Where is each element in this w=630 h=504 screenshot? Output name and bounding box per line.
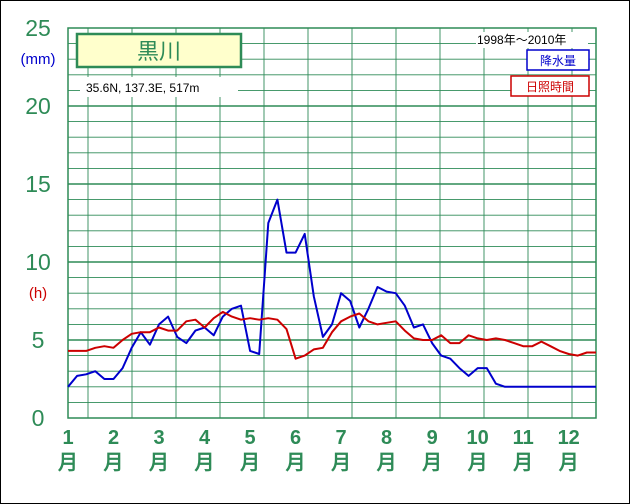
x-tick-label: 2 [108, 427, 119, 449]
x-tick-unit: 月 [285, 452, 306, 474]
legend-precip-box [526, 49, 590, 71]
x-tick-label: 1 [62, 427, 73, 449]
station-title-box [75, 32, 243, 69]
station-coordinates: 35.6N, 137.3E, 517m [86, 81, 199, 95]
x-tick-label: 5 [245, 427, 256, 449]
legend-sunshine-box [510, 75, 590, 97]
x-tick-unit: 月 [421, 452, 442, 474]
x-tick-label: 11 [513, 427, 534, 449]
period-label: 1998年〜2010年 [477, 33, 566, 47]
period-background [476, 32, 588, 48]
precip-unit-label: (mm) [21, 51, 56, 68]
x-tick-unit: 月 [239, 452, 260, 474]
y-tick-label: 20 [25, 93, 51, 119]
x-tick-unit: 月 [194, 452, 215, 474]
x-tick-label: 3 [153, 427, 164, 449]
y-tick-label: 0 [32, 405, 45, 431]
x-tick-unit: 月 [376, 452, 397, 474]
coords-background [80, 77, 238, 97]
x-tick-unit: 月 [467, 452, 488, 474]
x-tick-label: 6 [290, 427, 301, 449]
x-tick-unit: 月 [57, 452, 78, 474]
x-tick-labels: 1 月 2 月 3 月 4 月 5 月 6 月 7 月 8 月 9 月 10 月 11 月 12 月 [57, 427, 580, 474]
x-tick-label: 8 [381, 427, 392, 449]
plot-border [67, 27, 597, 419]
sunshine-unit-label: (h) [29, 285, 47, 302]
y-tick-label: 25 [25, 15, 51, 41]
x-tick-unit: 月 [103, 452, 124, 474]
y-tick-labels: 0 5 10 15 20 25 [25, 15, 51, 431]
y-tick-label: 10 [25, 249, 51, 275]
x-tick-unit: 月 [558, 452, 579, 474]
x-tick-label: 7 [336, 427, 347, 449]
legend-sunshine-label: 日照時間 [526, 80, 574, 94]
legend-precip-label: 降水量 [540, 54, 576, 68]
x-tick-label: 12 [558, 427, 580, 449]
x-tick-unit: 月 [512, 452, 533, 474]
x-tick-label: 4 [199, 427, 211, 449]
precip-series-line [67, 198, 596, 388]
station-title: 黒川 [137, 40, 181, 65]
y-tick-label: 15 [25, 171, 51, 197]
x-tick-label: 10 [467, 427, 489, 449]
x-tick-label: 9 [427, 427, 438, 449]
y-tick-label: 5 [32, 327, 45, 353]
sunshine-series-line [68, 310, 596, 360]
x-tick-unit: 月 [148, 452, 169, 474]
x-tick-unit: 月 [330, 452, 351, 474]
series-lines [67, 198, 596, 388]
